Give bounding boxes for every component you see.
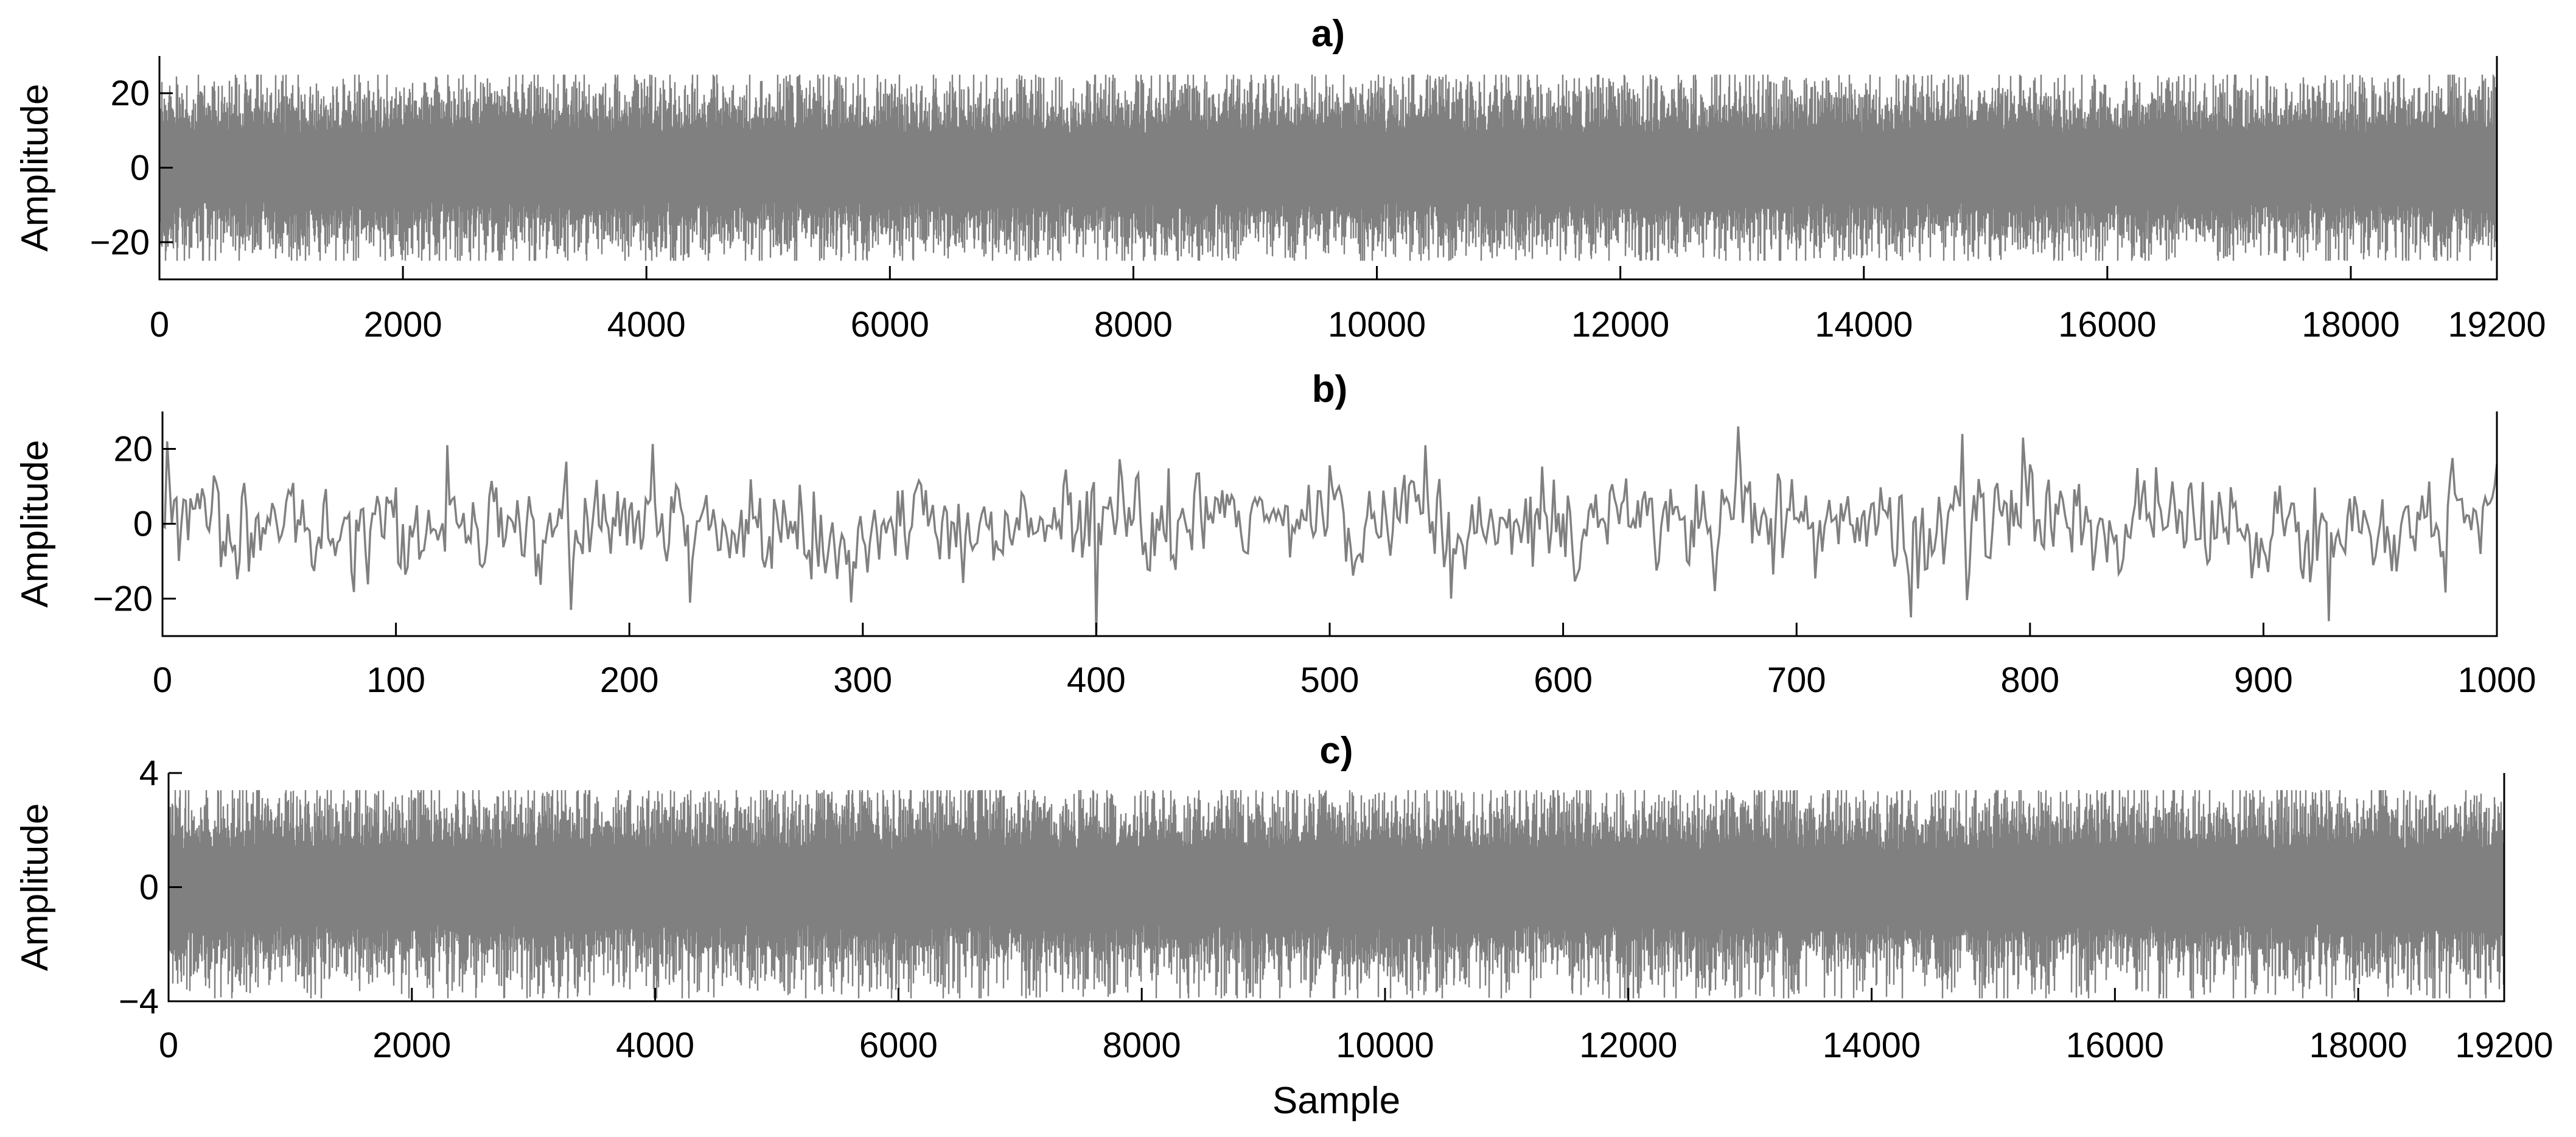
panel-b-y-axis-label: Amplitude (14, 440, 56, 608)
panel-c-x-tick-label: 4000 (616, 1026, 694, 1065)
panel-b-y-tick-label: 20 (113, 430, 153, 469)
panel-c-x-tick-label: 8000 (1103, 1026, 1181, 1065)
panel-c-x-tick-label: 18000 (2309, 1026, 2407, 1065)
panel-c-signal-line (167, 790, 2505, 999)
panel-a-y-tick-label: 20 (110, 74, 150, 113)
panel-c-y-tick-label: 4 (139, 754, 159, 793)
panel-b-x-tick-label: 400 (1067, 660, 1126, 700)
panel-b-x-tick-label: 300 (833, 660, 892, 700)
panel-c: c) 0 2000 4000 6000 8000 10000 12000 14000 16000 1… (14, 730, 2553, 1122)
panel-c-x-tick-label: 19200 (2455, 1026, 2553, 1065)
panel-a-x-tick-label: 0 (150, 305, 169, 345)
panel-a-y-axis-label: Amplitude (14, 84, 56, 252)
panel-b-x-tick-label: 900 (2234, 660, 2293, 700)
panel-c-x-tick-label: 16000 (2066, 1026, 2164, 1065)
panel-c-x-tick-label: 0 (159, 1026, 178, 1065)
panel-b-y-tick-label: −20 (93, 579, 153, 619)
panel-b-y-tick-label: 0 (133, 505, 153, 544)
panel-c-x-tick-label: 10000 (1336, 1026, 1434, 1065)
panel-c-title: c) (1319, 730, 1353, 772)
panel-b-x-tick-label: 1000 (2457, 660, 2536, 700)
panel-a-x-tick-label: 14000 (1815, 305, 1913, 345)
panel-a-x-tick-label: 10000 (1328, 305, 1426, 345)
panel-a-title: a) (1311, 13, 1345, 55)
panel-a-x-tick-label: 12000 (1571, 305, 1669, 345)
panel-a-signal-line (158, 74, 2498, 261)
panel-a-x-tick-label: 16000 (2058, 305, 2156, 345)
panel-c-y-axis-label: Amplitude (14, 803, 56, 971)
panel-b: b) 0 100 200 300 400 500 600 700 800 900 1000 −20 0 20… (14, 368, 2536, 700)
panel-a-y-tick-label: 0 (130, 149, 150, 188)
panel-b-x-tick-label: 700 (1767, 660, 1826, 700)
panel-c-x-tick-label: 12000 (1579, 1026, 1677, 1065)
panel-c-x-axis-label: Sample (1272, 1080, 1400, 1122)
panel-c-x-tick-label: 6000 (859, 1026, 938, 1065)
panel-c-x-tick-label: 2000 (372, 1026, 451, 1065)
panel-b-x-tick-label: 500 (1300, 660, 1360, 700)
panel-a-x-tick-label: 8000 (1094, 305, 1173, 345)
panel-b-x-tick-label: 100 (366, 660, 425, 700)
panel-c-y-tick-label: 0 (139, 868, 159, 908)
panel-a: a) 0 2000 4000 6000 8000 10000 12000 14000 16000 1… (14, 13, 2546, 345)
panel-b-x-tick-label: 800 (2000, 660, 2059, 700)
panel-b-signal-line (161, 426, 2498, 637)
panel-c-x-tick-label: 14000 (1823, 1026, 1921, 1065)
panel-a-x-tick-label: 4000 (607, 305, 686, 345)
panel-a-x-tick-label: 2000 (364, 305, 442, 345)
panel-b-title: b) (1312, 368, 1348, 410)
panel-a-x-tick-label: 18000 (2302, 305, 2400, 345)
panel-a-y-tick-label: −20 (90, 223, 150, 262)
panel-c-y-tick-label: −4 (119, 982, 159, 1021)
panel-b-x-tick-label: 0 (153, 660, 172, 700)
panel-a-x-tick-label: 19200 (2448, 305, 2546, 345)
panel-b-x-tick-label: 600 (1534, 660, 1593, 700)
panel-b-x-tick-label: 200 (600, 660, 659, 700)
panel-a-x-tick-label: 6000 (851, 305, 929, 345)
